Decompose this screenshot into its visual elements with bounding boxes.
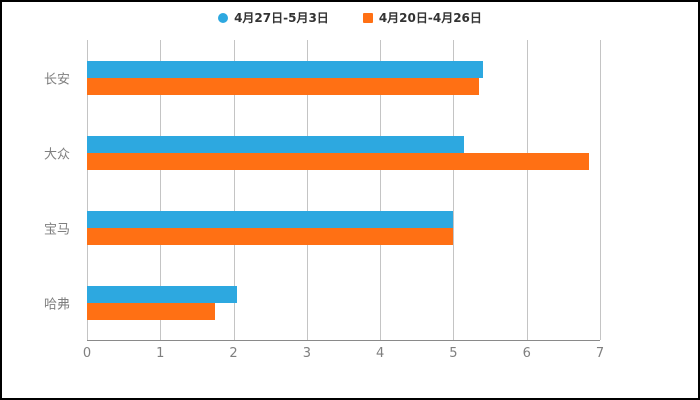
gridline: [600, 40, 601, 340]
bar-哈弗-series-0[interactable]: [87, 285, 238, 303]
legend: 4月27日-5月3日 4月20日-4月26日: [2, 9, 698, 26]
bar-大众-series-1[interactable]: [87, 152, 589, 170]
x-tick-label: 1: [156, 346, 165, 361]
bar-长安-series-0[interactable]: [87, 60, 483, 78]
legend-item-0[interactable]: 4月27日-5月3日: [218, 9, 329, 26]
bar-长安-series-1[interactable]: [87, 77, 480, 95]
x-tick-label: 3: [302, 346, 311, 361]
x-tick-label: 4: [376, 346, 385, 361]
x-tick-label: 6: [522, 346, 531, 361]
bar-大众-series-0[interactable]: [87, 135, 465, 153]
y-tick-label: 长安: [43, 72, 70, 87]
gridline: [306, 40, 308, 340]
bar-宝马-series-0[interactable]: [87, 210, 454, 228]
x-tick-label: 2: [229, 346, 238, 361]
gridline: [453, 40, 455, 340]
x-tick-label: 7: [595, 346, 605, 361]
plot-area: 0 1 2 3 4 5 6 7: [83, 40, 604, 361]
legend-label: 4月20日-4月26日: [378, 11, 482, 25]
gridline: [233, 40, 235, 340]
legend-square-marker-icon: [362, 12, 373, 23]
x-tick-label: 0: [82, 346, 92, 361]
legend-circle-marker-icon: [218, 12, 229, 23]
gridline: [380, 40, 382, 340]
y-tick-label: 大众: [43, 147, 70, 162]
gridline: [87, 40, 88, 340]
bar-哈弗-series-1[interactable]: [87, 302, 216, 320]
bar-宝马-series-1[interactable]: [87, 227, 454, 245]
y-tick-label: 哈弗: [43, 297, 70, 312]
gridline: [160, 40, 162, 340]
x-tick-label: 5: [449, 346, 458, 361]
legend-item-1[interactable]: 4月20日-4月26日: [362, 9, 482, 26]
legend-label: 4月27日-5月3日: [234, 11, 329, 25]
y-tick-label: 宝马: [43, 222, 70, 237]
y-axis-labels: 长安 大众 宝马 哈弗: [2, 40, 78, 340]
gridline: [526, 40, 528, 340]
